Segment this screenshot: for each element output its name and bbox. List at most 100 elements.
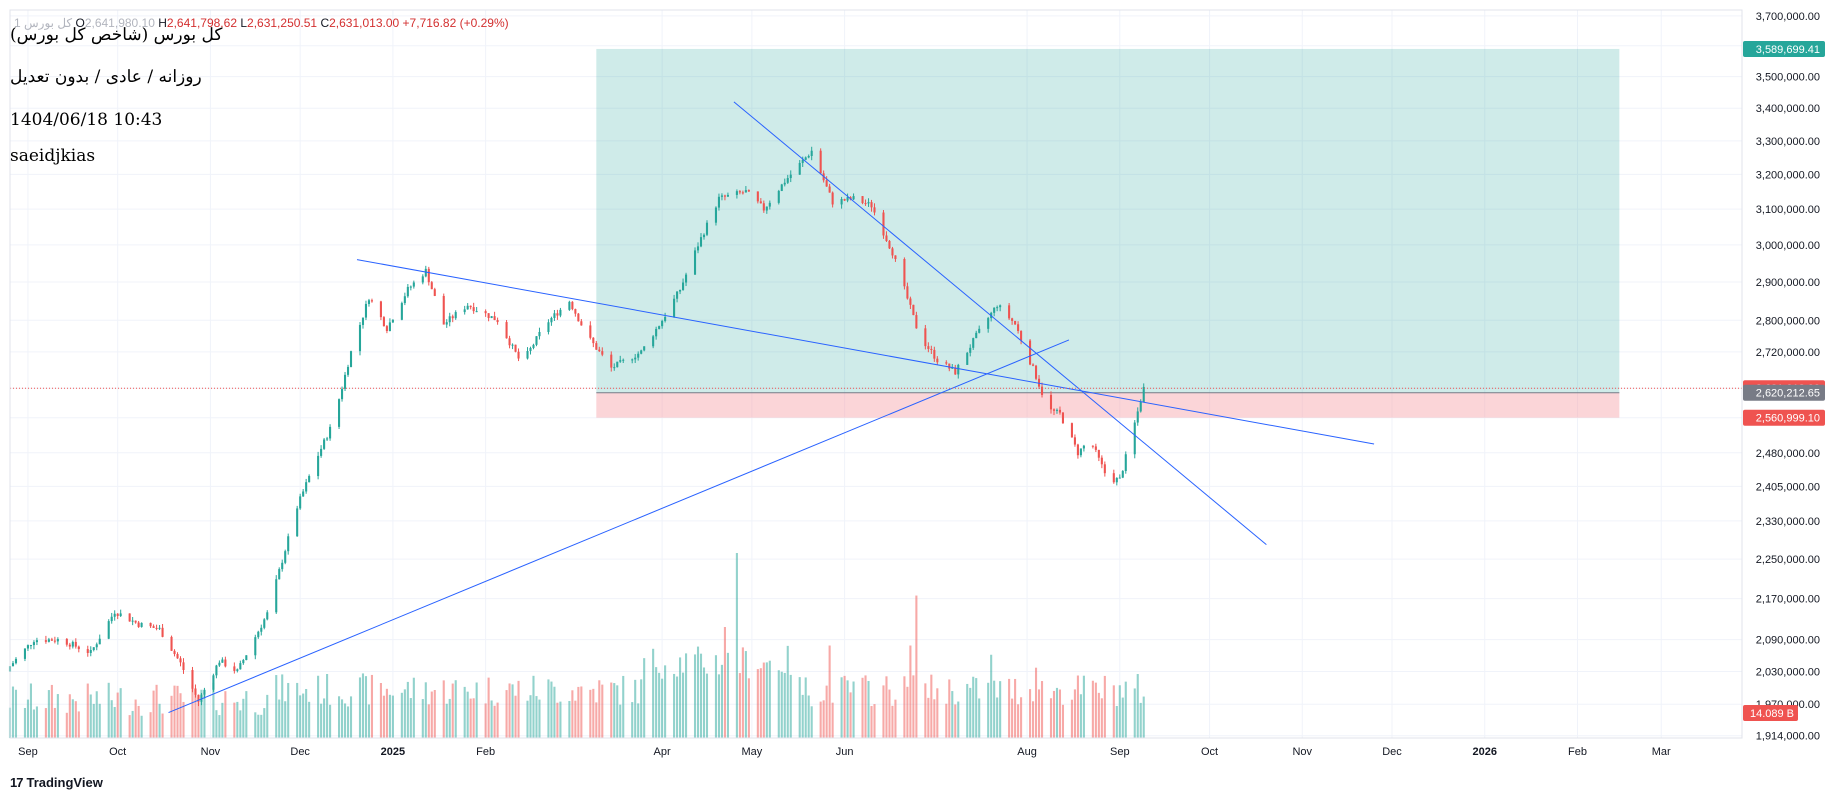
volume-bar (200, 689, 203, 738)
candle-body (616, 361, 619, 368)
volume-bar (77, 711, 80, 738)
volume-bar (508, 683, 511, 738)
candle-body (679, 290, 682, 292)
volume-bar (245, 691, 248, 738)
candle-body (915, 315, 918, 329)
candle-body (810, 150, 813, 157)
candle-body (765, 206, 768, 211)
candle-body (640, 350, 643, 354)
volume-bar (257, 714, 260, 738)
volume-bar (1034, 667, 1038, 738)
candle-body (780, 184, 783, 191)
candle-body (909, 298, 912, 305)
candle-body (634, 357, 637, 360)
tradingview-logo-icon: 17 (10, 775, 24, 790)
volume-bar (44, 708, 47, 738)
volume-bar (702, 667, 706, 738)
candle-body (161, 627, 164, 637)
candle-body (284, 551, 287, 563)
candle-body (367, 300, 371, 304)
candle-body (346, 366, 350, 375)
x-axis-tick-label: Oct (1201, 746, 1218, 758)
volume-bar (236, 701, 239, 738)
candle-body (56, 638, 59, 642)
candle-body (469, 305, 472, 308)
y-axis-tick-label: 2,480,000.00 (1756, 448, 1820, 460)
candle-body (927, 346, 930, 349)
volume-bar (1097, 692, 1100, 738)
volume-bar (831, 702, 834, 738)
candle-body (508, 338, 511, 346)
volume-bar (263, 708, 266, 738)
candle-body (14, 658, 18, 664)
candle-body (326, 438, 329, 440)
candle-body (296, 508, 299, 537)
volume-bar (652, 648, 655, 738)
candle-body (128, 613, 131, 622)
volume-bar (421, 699, 424, 738)
volume-bar (894, 699, 897, 738)
volume-bar (873, 704, 876, 738)
volume-bar (466, 691, 469, 738)
trendline-1 (356, 259, 1375, 445)
volume-bar (1020, 697, 1023, 738)
candle-body (338, 399, 341, 427)
price-badge (1743, 409, 1825, 426)
volume-bar (637, 703, 640, 738)
author-text: saeidjkias (10, 146, 96, 166)
candle-body (239, 663, 242, 670)
candle-body (364, 303, 368, 318)
x-axis-tick-label: Sep (18, 746, 38, 758)
volume-bar (349, 696, 353, 738)
candle-body (1097, 449, 1100, 458)
candle-body (47, 639, 50, 642)
candle-body (182, 662, 185, 671)
candle-body (819, 150, 822, 174)
candle-body (538, 331, 541, 337)
candle-body (783, 182, 786, 185)
candle-body (77, 646, 80, 650)
candle-body (867, 202, 870, 204)
volume-bar (92, 703, 95, 738)
candle-body (529, 347, 532, 352)
y-axis-tick-label: 2,250,000.00 (1756, 554, 1820, 566)
candle-body (511, 344, 514, 346)
volume-bar (1040, 681, 1044, 738)
volume-bar (191, 685, 194, 738)
candle-body (1133, 422, 1136, 455)
tradingview-logo[interactable]: 17 TradingView (10, 775, 103, 790)
candle-body (1058, 409, 1062, 413)
volume-bar (580, 686, 583, 738)
volume-bar (367, 704, 371, 738)
candle-body (843, 199, 846, 201)
open-value: 2,641,980.10 (84, 16, 155, 30)
volume-bar (412, 677, 415, 738)
volume-bar (870, 706, 873, 738)
volume-bar (987, 682, 990, 738)
candle-body (340, 388, 344, 400)
candle-body (972, 338, 975, 348)
volume-bar (685, 653, 688, 738)
candle-body (664, 316, 667, 321)
volume-bar (95, 691, 98, 738)
close-label: C (320, 16, 330, 30)
y-axis-tick-label: 3,700,000.00 (1756, 11, 1820, 23)
candle-body (1136, 411, 1139, 423)
volume-bar (664, 665, 667, 738)
volume-bar (53, 707, 56, 738)
candle-body (517, 351, 520, 359)
candle-body (11, 663, 15, 667)
volume-bar (574, 700, 577, 738)
candle-body (999, 305, 1002, 308)
volume-bar (655, 667, 658, 738)
volume-bar (317, 675, 320, 738)
candle-body (317, 455, 320, 477)
volume-bar (26, 699, 29, 738)
volume-bar (131, 710, 134, 738)
candle-body (705, 222, 709, 235)
y-axis-tick-label: 3,500,000.00 (1756, 72, 1820, 84)
candle-body (1121, 471, 1124, 478)
volume-bar (661, 678, 664, 738)
